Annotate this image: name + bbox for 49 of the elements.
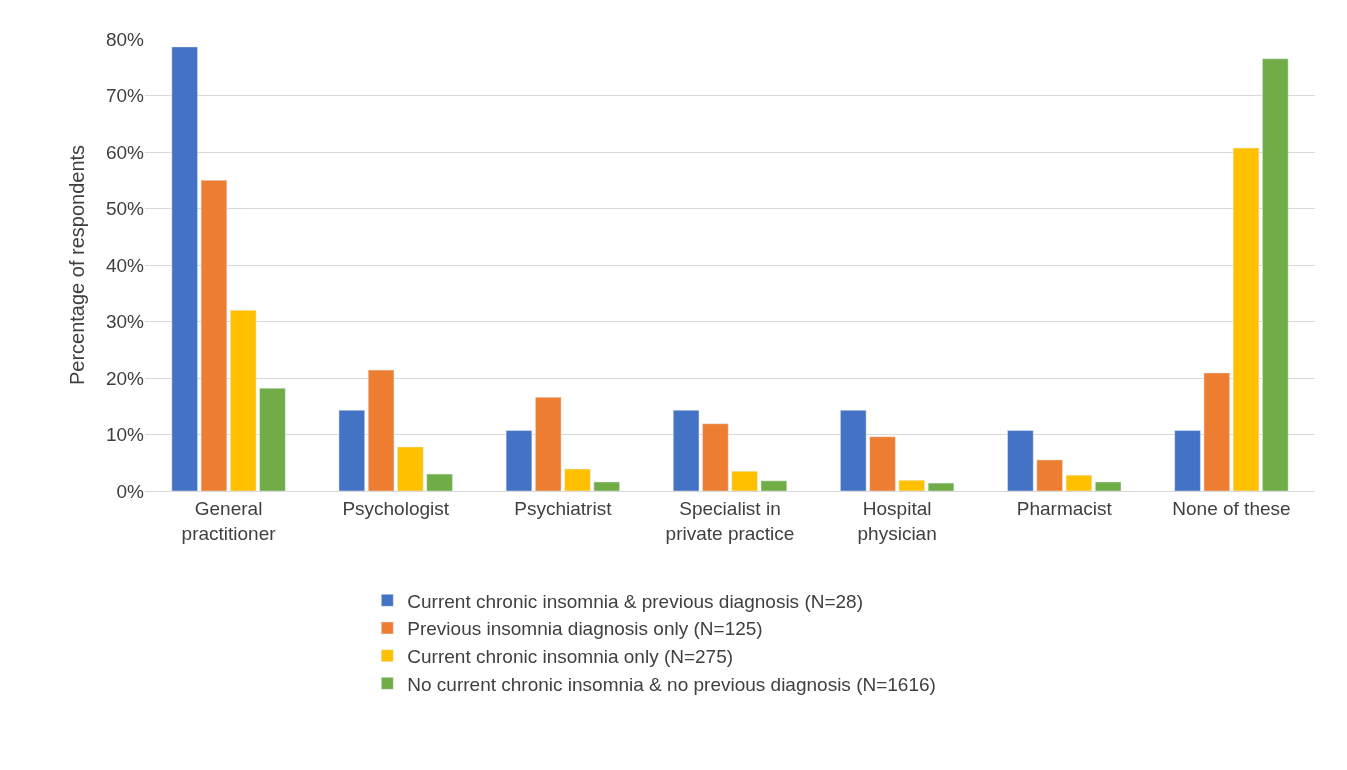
y-tick-label: 50% [105, 198, 145, 220]
y-tick-label: 40% [105, 254, 145, 276]
x-tick-label: None of these [1172, 497, 1291, 519]
bar [927, 482, 955, 491]
bar [338, 409, 365, 491]
bar [1232, 147, 1260, 491]
y-tick-label: 30% [105, 311, 145, 333]
bar [230, 309, 257, 491]
bar [702, 423, 729, 491]
bar [869, 436, 896, 491]
bar [898, 480, 925, 491]
bar [1007, 430, 1034, 491]
x-tick-label: General practitioner [181, 497, 277, 544]
x-tick-label: Psychologist [342, 497, 450, 519]
y-tick-label: 60% [105, 141, 145, 163]
x-tick-label: Psychiatrist [514, 497, 613, 519]
x-tick-label: Pharmacist [1016, 497, 1113, 519]
bar [259, 387, 286, 491]
bar [1065, 474, 1093, 491]
bar [1174, 430, 1201, 491]
x-tick-label: Hospital physician [857, 497, 937, 544]
y-tick-label: 20% [105, 367, 145, 389]
bar [593, 481, 620, 491]
bar [1095, 481, 1122, 491]
bar [840, 409, 867, 491]
bar [535, 396, 562, 491]
legend-label: Current chronic insomnia & previous diagnosis (N=28) [407, 590, 863, 612]
bar [1262, 58, 1289, 491]
bar [760, 480, 787, 491]
bar [426, 473, 453, 491]
bar [200, 180, 228, 491]
y-axis-title: Percentage of respondents [66, 144, 89, 386]
bar [731, 470, 758, 491]
bar [564, 468, 591, 491]
bar [1203, 372, 1230, 491]
y-tick-label: 0% [116, 480, 145, 502]
bar [171, 46, 198, 491]
legend-label: Previous insomnia diagnosis only (N=125) [407, 618, 763, 640]
legend-label: No current chronic insomnia & no previous diagnosis (N=1616) [407, 673, 936, 695]
y-tick-label: 10% [105, 424, 145, 446]
legend-label: Current chronic insomnia only (N=275) [407, 646, 734, 668]
y-tick-label: 70% [105, 85, 145, 107]
y-tick-label: 80% [105, 28, 145, 50]
bar [1036, 459, 1063, 491]
bar [673, 409, 700, 491]
x-tick-label: Specialist in private practice [665, 497, 795, 544]
bar [397, 446, 424, 491]
bar [367, 369, 395, 491]
bar [505, 430, 533, 491]
